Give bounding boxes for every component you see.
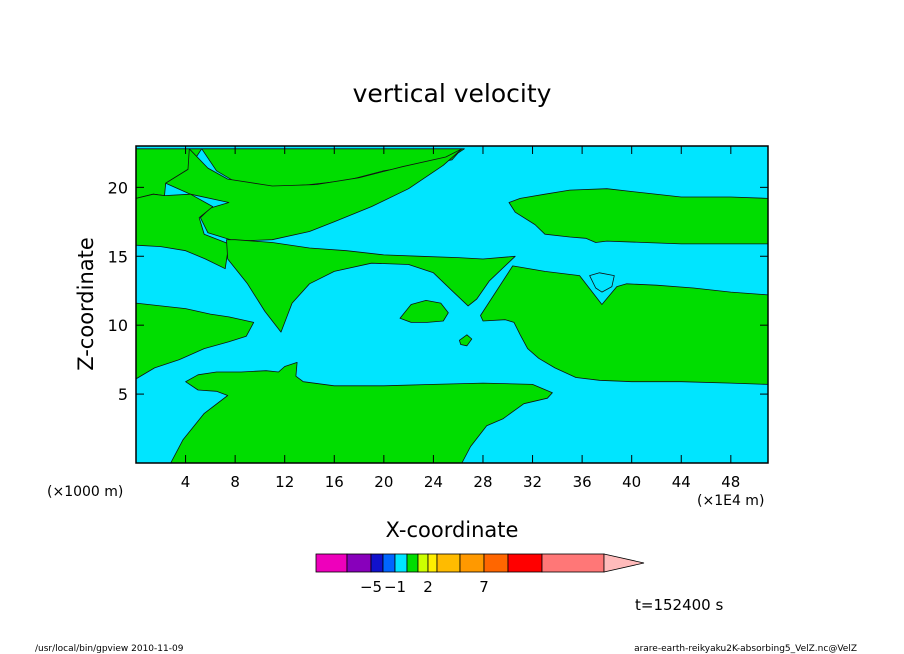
contour-upper-tongue-body [165, 148, 463, 242]
plot-area [135, 145, 769, 464]
colorbar-swatch [417, 553, 429, 573]
colorbar-swatch [436, 553, 461, 573]
x-tick-label: 8 [230, 473, 240, 491]
x-tick-label: 48 [721, 473, 740, 491]
footer-left: /usr/local/bin/gpview 2010-11-09 [35, 644, 184, 654]
y-tick-label: 20 [108, 178, 128, 197]
chart-title: vertical velocity [353, 79, 552, 108]
x-tick-label: 4 [181, 473, 191, 491]
time-label: t=152400 s [635, 596, 723, 614]
contour-dot-27 [458, 334, 473, 347]
colorbar-swatch [541, 553, 605, 573]
colorbar-swatch [370, 553, 384, 573]
colorbar-label: 7 [479, 578, 489, 596]
colorbar-swatch [483, 553, 509, 573]
footer-right: arare-earth-reikyaku2K-absorbing5_VelZ.n… [634, 644, 857, 654]
colorbar-swatch [382, 553, 396, 573]
colorbar-swatch [459, 553, 485, 573]
colorbar-swatch [406, 553, 419, 573]
contour-cyan-notch-38 [589, 272, 615, 293]
contour-small-island-24 [399, 299, 449, 323]
x-tick-label: 32 [523, 473, 542, 491]
y-tick-label: 10 [108, 316, 128, 335]
x-tick-label: 28 [473, 473, 492, 491]
contour-left-middle-band [135, 193, 230, 270]
colorbar-label: 2 [423, 578, 433, 596]
plot-frame [135, 145, 769, 464]
contour-lower-left-band [170, 361, 553, 464]
colorbar-label: −1 [384, 578, 406, 596]
colorbar-arrow [603, 553, 645, 573]
y-tick-label: 15 [108, 247, 128, 266]
colorbar-swatch [427, 553, 438, 573]
y-axis-label: Z-coordinate [74, 237, 98, 371]
x-tick-label: 24 [424, 473, 443, 491]
contour-left-lower-band [135, 302, 255, 380]
x-axis-label: X-coordinate [386, 518, 519, 542]
colorbar: −5 −1 2 7 [315, 553, 645, 596]
y-tick-label: 5 [118, 385, 128, 404]
x-tick-label: 44 [672, 473, 691, 491]
contour-central-triangle [226, 239, 516, 333]
x-tick-label: 12 [275, 473, 294, 491]
contour-right-lower-band [480, 265, 769, 385]
contour-right-upper-band [508, 188, 769, 245]
x-tick-label: 36 [573, 473, 592, 491]
colorbar-swatch [507, 553, 543, 573]
x-units-left: (×1000 m) [47, 484, 123, 500]
colorbar-swatch [346, 553, 372, 573]
x-units-right: (×1E4 m) [697, 493, 764, 509]
colorbar-swatch [315, 553, 348, 573]
colorbar-label: −5 [360, 578, 382, 596]
x-tick-label: 20 [374, 473, 393, 491]
colorbar-swatch [394, 553, 408, 573]
x-tick-label: 40 [622, 473, 641, 491]
x-tick-label: 16 [325, 473, 344, 491]
